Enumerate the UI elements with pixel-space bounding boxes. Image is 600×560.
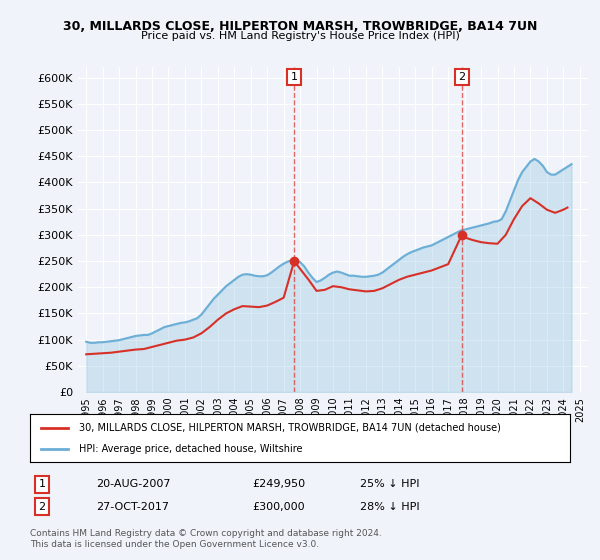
Text: Price paid vs. HM Land Registry's House Price Index (HPI): Price paid vs. HM Land Registry's House …: [140, 31, 460, 41]
Text: 30, MILLARDS CLOSE, HILPERTON MARSH, TROWBRIDGE, BA14 7UN: 30, MILLARDS CLOSE, HILPERTON MARSH, TRO…: [63, 20, 537, 32]
Text: £249,950: £249,950: [252, 479, 305, 489]
Text: £300,000: £300,000: [252, 502, 305, 512]
Text: 1: 1: [290, 72, 298, 82]
Text: 27-OCT-2017: 27-OCT-2017: [96, 502, 169, 512]
Text: This data is licensed under the Open Government Licence v3.0.: This data is licensed under the Open Gov…: [30, 540, 319, 549]
Text: 25% ↓ HPI: 25% ↓ HPI: [360, 479, 419, 489]
Text: 2: 2: [38, 502, 46, 512]
Text: HPI: Average price, detached house, Wiltshire: HPI: Average price, detached house, Wilt…: [79, 444, 302, 454]
Text: 1: 1: [38, 479, 46, 489]
Text: 20-AUG-2007: 20-AUG-2007: [96, 479, 170, 489]
Text: 28% ↓ HPI: 28% ↓ HPI: [360, 502, 419, 512]
Text: 2: 2: [458, 72, 466, 82]
Text: Contains HM Land Registry data © Crown copyright and database right 2024.: Contains HM Land Registry data © Crown c…: [30, 529, 382, 538]
Text: 30, MILLARDS CLOSE, HILPERTON MARSH, TROWBRIDGE, BA14 7UN (detached house): 30, MILLARDS CLOSE, HILPERTON MARSH, TRO…: [79, 423, 500, 433]
